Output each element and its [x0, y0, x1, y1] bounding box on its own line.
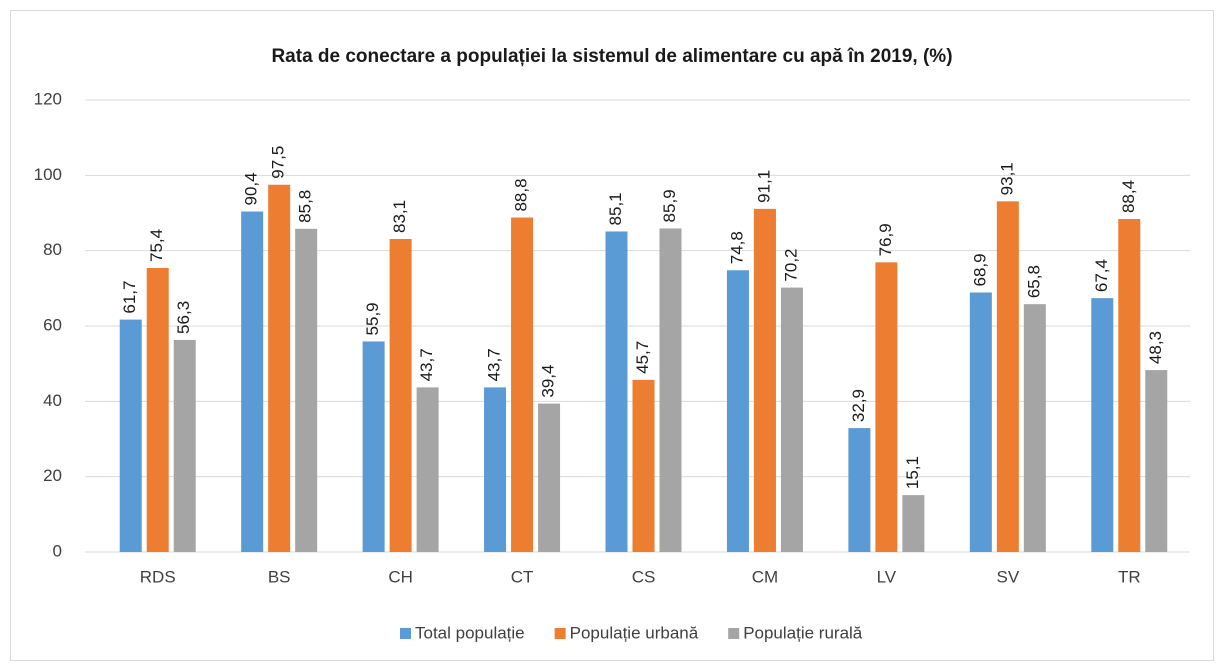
- bar: [632, 379, 655, 552]
- x-tick-label: CH: [388, 567, 413, 586]
- bar: [1118, 219, 1141, 552]
- bar: [295, 228, 318, 552]
- x-tick-label: CM: [752, 567, 778, 586]
- data-label: 85,1: [606, 192, 625, 225]
- data-label: 83,1: [390, 200, 409, 233]
- bar: [416, 387, 439, 552]
- data-label: 85,9: [660, 189, 679, 222]
- data-label: 75,4: [147, 229, 166, 262]
- x-tick-label: RDS: [140, 567, 176, 586]
- x-tick-label: BS: [268, 567, 291, 586]
- bar: [875, 262, 898, 552]
- bar: [119, 319, 142, 552]
- x-tick-label: LV: [877, 567, 897, 586]
- data-label: 88,8: [512, 178, 531, 211]
- data-label: 68,9: [970, 253, 989, 286]
- data-label: 65,8: [1024, 265, 1043, 298]
- x-tick-label: CS: [632, 567, 656, 586]
- bar: [1145, 370, 1168, 552]
- data-label: 39,4: [539, 364, 558, 397]
- bar: [780, 287, 803, 552]
- y-tick-label: 80: [43, 240, 62, 259]
- x-tick-label: CT: [511, 567, 534, 586]
- y-tick-label: 60: [43, 315, 62, 334]
- data-label: 74,8: [727, 231, 746, 264]
- chart-title: Rata de conectare a populației la sistem…: [271, 46, 952, 67]
- x-tick-label: SV: [996, 567, 1019, 586]
- data-label: 32,9: [849, 389, 868, 422]
- data-label: 88,4: [1119, 180, 1138, 213]
- data-label: 70,2: [781, 248, 800, 281]
- bar: [659, 228, 682, 552]
- data-label: 93,1: [997, 162, 1016, 195]
- data-label: 76,9: [876, 223, 895, 256]
- y-tick-label: 0: [53, 541, 62, 560]
- bar: [1091, 298, 1114, 552]
- data-label: 61,7: [120, 281, 139, 314]
- bar: [146, 267, 169, 552]
- bar: [726, 270, 749, 552]
- bar: [241, 211, 264, 552]
- legend-swatch: [400, 628, 411, 639]
- data-label: 91,1: [754, 170, 773, 203]
- legend-swatch: [554, 628, 566, 639]
- data-label: 45,7: [633, 341, 652, 374]
- data-label: 15,1: [903, 456, 922, 489]
- bar: [511, 217, 534, 552]
- bar: [605, 231, 628, 552]
- bar: [1023, 304, 1046, 552]
- data-label: 43,7: [485, 348, 504, 381]
- y-tick-label: 120: [34, 89, 62, 108]
- data-label: 43,7: [417, 348, 436, 381]
- y-tick-label: 100: [34, 165, 62, 184]
- y-tick-label: 20: [43, 466, 62, 485]
- data-label: 55,9: [363, 302, 382, 335]
- data-label: 97,5: [269, 146, 288, 179]
- legend-label: Populație rurală: [743, 623, 863, 642]
- data-label: 67,4: [1092, 259, 1111, 292]
- legend-label: Populație urbană: [570, 623, 699, 642]
- bar: [268, 184, 291, 552]
- bar: [484, 387, 507, 552]
- bar: [969, 292, 992, 552]
- bar: [362, 341, 385, 552]
- bar: [902, 495, 925, 552]
- bar: [753, 208, 776, 552]
- data-label: 48,3: [1146, 331, 1165, 364]
- legend-label: Total populație: [415, 623, 525, 642]
- bar: [389, 238, 412, 553]
- bar: [848, 428, 871, 552]
- bar: [173, 339, 196, 552]
- bar: [538, 403, 561, 552]
- x-tick-label: TR: [1118, 567, 1141, 586]
- data-label: 56,3: [174, 301, 193, 334]
- data-label: 90,4: [242, 172, 261, 205]
- bar: [996, 201, 1019, 552]
- data-label: 85,8: [296, 190, 315, 223]
- y-tick-label: 40: [43, 391, 62, 410]
- legend-swatch: [728, 628, 740, 639]
